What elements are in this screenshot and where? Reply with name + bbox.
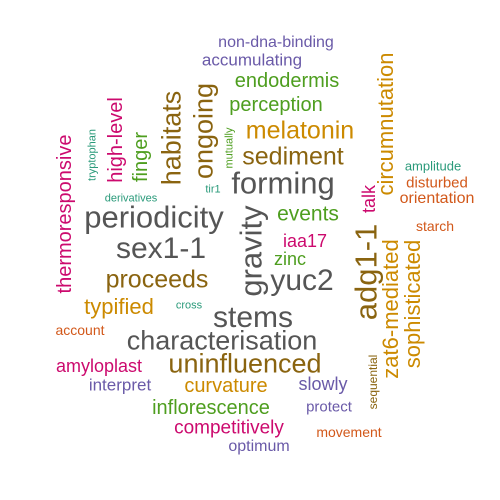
word-mutually: mutually xyxy=(225,128,236,169)
word-ongoing: ongoing xyxy=(191,83,218,179)
word-forming: forming xyxy=(231,168,334,199)
word-cross: cross xyxy=(176,301,202,312)
word-tryptophan: tryptophan xyxy=(88,129,99,181)
word-sophisticated: sophisticated xyxy=(402,240,424,368)
word-iaa17: iaa17 xyxy=(283,232,327,250)
word-high-level: high-level xyxy=(106,97,126,183)
word-movement: movement xyxy=(316,425,381,439)
word-amplitude: amplitude xyxy=(405,160,461,173)
word-competitively: competitively xyxy=(174,419,284,438)
word-protect: protect xyxy=(306,400,352,415)
word-amyloplast: amyloplast xyxy=(56,357,142,375)
word-adg1-1: adg1-1 xyxy=(351,224,382,321)
word-thermoresponsive: thermoresponsive xyxy=(55,135,75,294)
word-habitats: habitats xyxy=(159,91,186,186)
word-curvature: curvature xyxy=(184,376,267,396)
word-zat6-mediated: zat6-mediated xyxy=(380,239,402,378)
word-sequential: sequential xyxy=(367,355,379,410)
word-starch: starch xyxy=(416,219,454,233)
word-accumulating: accumulating xyxy=(202,52,302,69)
word-optimum: optimum xyxy=(228,439,289,455)
word-proceeds: proceeds xyxy=(106,268,209,293)
word-derivatives: derivatives xyxy=(105,194,158,205)
word-account: account xyxy=(55,323,104,337)
word-tir1: tir1 xyxy=(205,185,220,196)
word-gravity: gravity xyxy=(236,205,267,296)
word-finger: finger xyxy=(131,132,151,182)
word-talk: talk xyxy=(360,185,378,213)
word-disturbed: disturbed xyxy=(406,176,468,191)
word-inflorescence: inflorescence xyxy=(152,398,270,418)
word-yuc2: yuc2 xyxy=(270,266,333,296)
word-sex1-1: sex1-1 xyxy=(116,234,206,264)
word-orientation: orientation xyxy=(400,191,475,207)
word-periodicity: periodicity xyxy=(84,202,224,233)
word-interpret: interpret xyxy=(89,377,151,394)
word-events: events xyxy=(277,204,339,225)
word-slowly: slowly xyxy=(298,375,347,393)
word-non-dna-binding: non-dna-binding xyxy=(218,35,334,51)
word-melatonin: melatonin xyxy=(246,119,354,144)
word-perception: perception xyxy=(229,95,322,115)
word-endodermis: endodermis xyxy=(235,71,340,91)
word-circumnutation: circumnutation xyxy=(375,52,397,195)
word-typified: typified xyxy=(84,296,154,318)
